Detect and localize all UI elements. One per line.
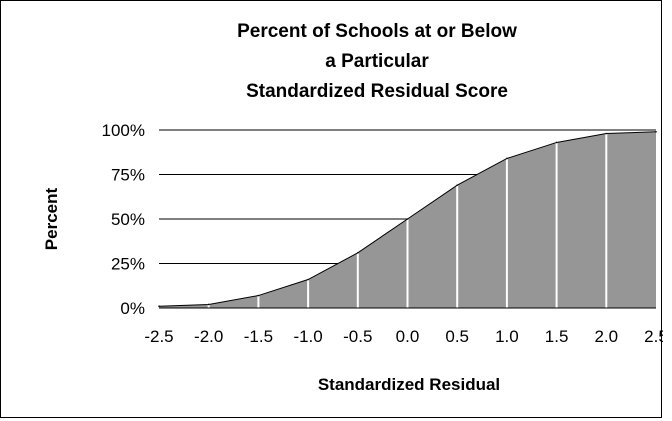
x-tick-label-6: 0.5 [445, 327, 469, 346]
x-tick-label-3: -1.0 [293, 327, 322, 346]
y-tick-label-4: 100% [102, 121, 145, 140]
data-point-10 [655, 130, 657, 133]
x-tick-label-10: 2.5 [644, 327, 663, 346]
x-tick-label-4: -0.5 [343, 327, 372, 346]
chart-title: Percent of Schools at or Below a Particu… [237, 21, 517, 102]
data-point-5 [406, 218, 409, 220]
x-axis-title: Standardized Residual [318, 375, 500, 394]
y-axis-title: Percent [42, 187, 61, 250]
y-tick-label-3: 75% [111, 166, 145, 185]
y-tick-label-1: 25% [111, 255, 145, 274]
data-point-9 [605, 132, 608, 135]
data-point-2 [257, 294, 260, 297]
y-tick-label-0: 0% [120, 299, 145, 318]
plot-area: 0% 25% 50% 75% 100% -2.5 -2.0 -1.5 -1.0 -0.5 0.0 0.… [102, 121, 663, 346]
chart-title-line-3: Standardized Residual Score [246, 81, 508, 102]
x-tick-label-9: 2.0 [594, 327, 618, 346]
x-tick-label-8: 1.5 [545, 327, 569, 346]
data-point-7 [506, 157, 508, 160]
chart-frame: Percent of Schools at or Below a Particu… [0, 0, 663, 418]
y-tick-label-2: 50% [111, 210, 145, 229]
data-point-3 [307, 278, 309, 281]
data-point-8 [555, 141, 558, 144]
x-tick-label-5: 0.0 [396, 327, 420, 346]
data-point-6 [456, 184, 459, 186]
data-point-0 [158, 305, 160, 308]
x-tick-label-2: -1.5 [244, 327, 273, 346]
x-tick-label-1: -2.0 [194, 327, 223, 346]
x-tick-label-7: 1.0 [495, 327, 519, 346]
chart-svg: Percent of Schools at or Below a Particu… [42, 21, 663, 394]
data-point-4 [357, 252, 359, 254]
data-point-1 [207, 303, 210, 306]
x-tick-label-0: -2.5 [144, 327, 173, 346]
chart-title-line-2: a Particular [325, 51, 429, 72]
chart-title-line-1: Percent of Schools at or Below [237, 21, 517, 42]
